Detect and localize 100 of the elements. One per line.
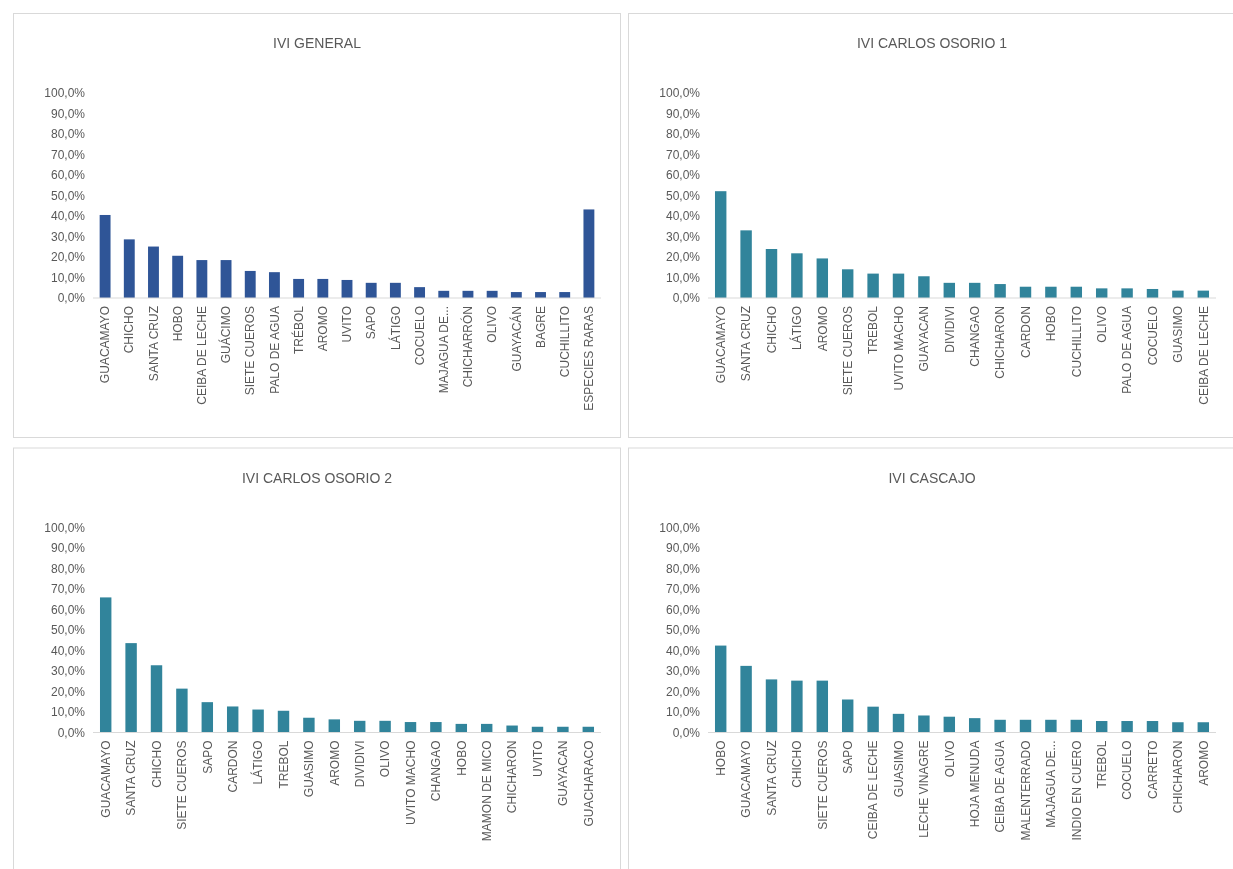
bar [714, 191, 727, 298]
x-tick-label: COCUELO [412, 306, 427, 366]
x-tick-label: MAMON DE MICO [479, 740, 494, 842]
bar [714, 645, 727, 733]
bar [99, 597, 112, 733]
y-tick-label: 90,0% [50, 106, 86, 121]
y-tick-label: 90,0% [50, 541, 86, 556]
y-tick-label: 80,0% [665, 127, 701, 142]
y-tick-label: 20,0% [50, 684, 86, 699]
bar [196, 260, 208, 298]
y-tick-label: 0,0% [672, 725, 701, 740]
bar [1146, 721, 1159, 733]
y-tick-label: 70,0% [50, 582, 86, 597]
bar [918, 276, 930, 298]
chart-title: IVI CARLOS OSORIO 1 [856, 35, 1008, 51]
y-tick-label: 70,0% [50, 147, 86, 162]
x-tick-label: PALO DE AGUA [267, 306, 282, 394]
y-tick-label: 70,0% [665, 147, 701, 162]
x-tick-label: SANTA CRUZ [124, 740, 139, 816]
x-tick-label: CHANGAO [967, 306, 982, 367]
bar [1095, 288, 1108, 298]
x-tick-label: CHICHO [764, 306, 779, 354]
x-tick-label: ESPECIES RARAS [582, 306, 597, 411]
y-tick-label: 20,0% [50, 250, 86, 265]
x-tick-label: AROMO [1196, 740, 1211, 786]
y-tick-label: 10,0% [665, 270, 701, 285]
y-tick-label: 0,0% [57, 725, 86, 740]
x-tick-label: AROMO [327, 740, 342, 786]
bar [791, 253, 803, 298]
bar [172, 255, 184, 298]
y-tick-label: 90,0% [665, 541, 701, 556]
y-tick-label: 40,0% [665, 643, 701, 658]
x-tick-label: CHANGAO [429, 740, 444, 802]
x-tick-label: CHICHO [149, 740, 164, 788]
x-tick-label: MAJAGUA DE... [436, 306, 451, 394]
x-tick-label: LECHE VINAGRE [917, 740, 932, 838]
bar [99, 214, 111, 298]
x-tick-label: CHICHO [122, 306, 137, 354]
x-tick-label: DIVIDIVI [352, 740, 367, 788]
y-tick-label: 30,0% [665, 229, 701, 244]
y-tick-label: 60,0% [665, 168, 701, 183]
y-tick-label: 90,0% [665, 106, 701, 121]
y-tick-label: 30,0% [665, 664, 701, 679]
y-tick-label: 30,0% [50, 664, 86, 679]
x-tick-label: GUASIMO [1171, 306, 1186, 363]
x-tick-label: HOJA MENUDA [967, 740, 982, 828]
y-tick-label: 100,0% [659, 86, 701, 101]
bar [176, 688, 188, 733]
x-tick-label: LÁTIGO [250, 740, 266, 785]
bar [277, 710, 290, 733]
x-tick-label: CHICHARRÓN [460, 306, 476, 388]
bar [303, 717, 315, 733]
bar [1121, 721, 1133, 733]
bar [765, 249, 778, 298]
x-tick-label: SIETE CUEROS [815, 740, 830, 830]
bar [1121, 288, 1133, 298]
bar [841, 269, 854, 298]
bar [892, 273, 905, 298]
bar [867, 273, 879, 298]
y-tick-label: 80,0% [665, 561, 701, 576]
y-tick-label: 30,0% [50, 229, 86, 244]
y-tick-label: 40,0% [50, 643, 86, 658]
x-tick-label: SANTA CRUZ [146, 306, 161, 382]
bar [379, 720, 391, 733]
bar [480, 723, 493, 733]
bar [1045, 719, 1057, 733]
x-tick-label: TREBOL [866, 305, 881, 355]
x-tick-label: CARDON [225, 740, 240, 793]
bar [943, 716, 956, 733]
x-tick-label: SIETE CUEROS [243, 306, 258, 396]
x-tick-label: GUASIMO [891, 740, 906, 798]
y-tick-label: 50,0% [665, 623, 701, 638]
bar [918, 715, 930, 733]
y-tick-label: 100,0% [44, 520, 86, 535]
y-tick-label: 50,0% [665, 188, 701, 203]
y-tick-label: 100,0% [44, 86, 86, 101]
x-tick-label: CARDON [1018, 306, 1033, 359]
bar [455, 723, 468, 733]
bar [125, 643, 137, 733]
x-tick-label: AROMO [316, 306, 331, 352]
x-tick-label: INDIO EN CUERO [1069, 740, 1084, 841]
x-tick-label: GUAYACAN [556, 740, 571, 807]
x-tick-label: SAPO [200, 740, 215, 774]
x-tick-label: SAPO [840, 740, 855, 774]
x-tick-label: CUCHILLITO [1069, 306, 1084, 378]
bar [740, 665, 752, 733]
y-tick-label: 40,0% [50, 209, 86, 224]
y-tick-label: 20,0% [665, 250, 701, 265]
x-tick-label: GUACAMAYO [98, 740, 113, 818]
x-tick-label: CUCHILLITO [557, 306, 572, 378]
bar [1045, 286, 1057, 298]
y-tick-label: 100,0% [659, 520, 701, 535]
bar [1019, 719, 1032, 733]
y-tick-label: 60,0% [50, 602, 86, 617]
x-tick-label: CARRETO [1145, 740, 1160, 799]
y-tick-label: 0,0% [672, 291, 701, 306]
x-tick-label: SANTA CRUZ [739, 306, 754, 382]
y-tick-label: 50,0% [50, 188, 86, 203]
x-tick-label: UVITO MACHO [403, 740, 418, 825]
x-tick-label: GUAYACAN [917, 306, 932, 372]
